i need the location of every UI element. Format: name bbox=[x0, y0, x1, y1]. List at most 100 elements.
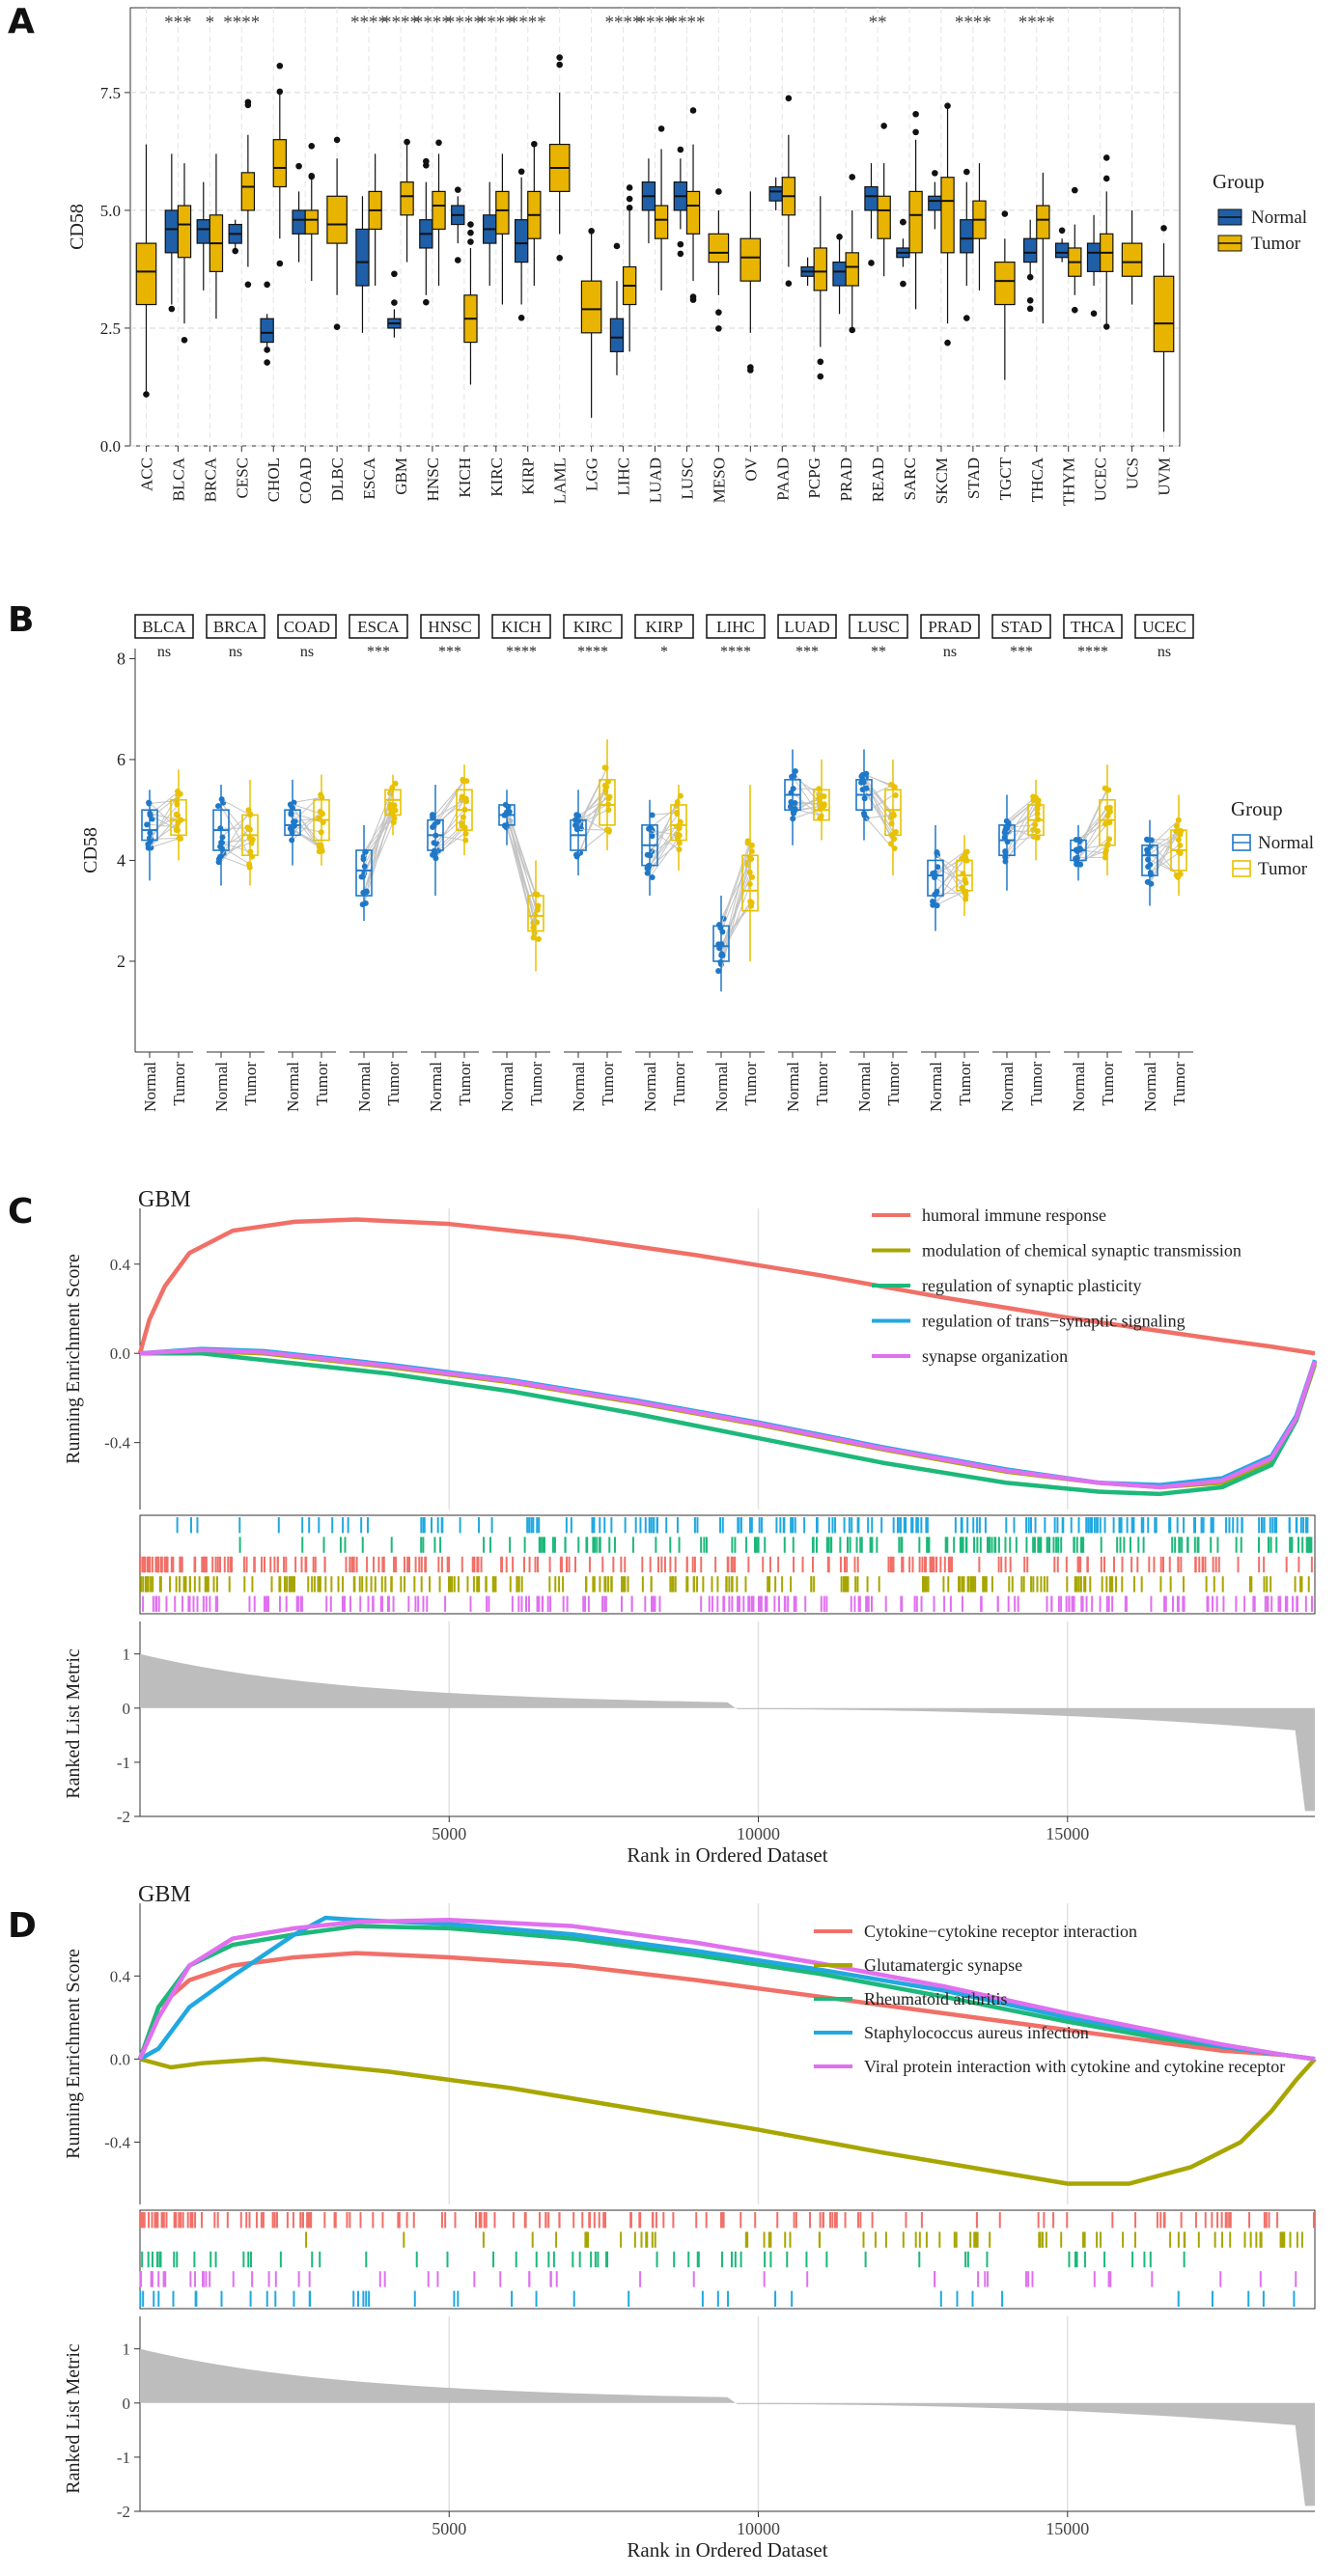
outlier-point bbox=[308, 174, 315, 180]
x-tick-label: Normal bbox=[570, 1062, 588, 1112]
x-tick-label: Normal bbox=[212, 1062, 231, 1112]
significance-label: **** bbox=[955, 13, 991, 33]
tumor-point bbox=[460, 815, 466, 820]
panel-label-b: B bbox=[8, 600, 34, 640]
outlier-point bbox=[817, 358, 823, 365]
box-tumor bbox=[1154, 276, 1173, 351]
legend-label: Glutamatergic synapse bbox=[864, 1955, 1022, 1975]
pair-line bbox=[364, 784, 393, 903]
x-tick-label: KIRP bbox=[519, 457, 538, 495]
x-tick-label: Normal bbox=[427, 1062, 445, 1112]
normal-point bbox=[646, 826, 652, 832]
box-tumor bbox=[1122, 243, 1141, 276]
legend-label: Rheumatoid arthritis bbox=[864, 1989, 1007, 2008]
pair-line bbox=[150, 838, 179, 839]
normal-point bbox=[715, 968, 721, 974]
x-tick-label: Tumor bbox=[241, 1062, 260, 1106]
facet-label: UCEC bbox=[1142, 618, 1186, 636]
outlier-point bbox=[518, 168, 525, 175]
legend-title: Group bbox=[1231, 797, 1283, 820]
outlier-point bbox=[690, 107, 697, 114]
legend-label: Normal bbox=[1251, 208, 1307, 228]
significance-label: *** bbox=[1010, 644, 1033, 660]
y-tick-label: 0.4 bbox=[110, 1967, 131, 1985]
normal-point bbox=[793, 768, 798, 774]
outlier-point bbox=[404, 139, 410, 146]
x-tick-label: Tumor bbox=[1027, 1062, 1046, 1106]
normal-point bbox=[430, 812, 435, 817]
x-tick-label: Tumor bbox=[527, 1062, 545, 1106]
box-tumor bbox=[178, 206, 190, 258]
x-tick-label: TGCT bbox=[996, 457, 1015, 500]
facet-label: KIRC bbox=[573, 618, 613, 636]
box-normal bbox=[356, 229, 369, 286]
box-tumor bbox=[401, 182, 413, 215]
facet-label: LUAD bbox=[784, 618, 829, 636]
x-tick-label: MESO bbox=[710, 457, 728, 503]
normal-point bbox=[215, 803, 221, 809]
outlier-point bbox=[1103, 154, 1110, 161]
panel-label-c: C bbox=[8, 1192, 33, 1232]
significance-label: ** bbox=[869, 13, 887, 33]
tumor-point bbox=[318, 792, 323, 798]
significance-label: **** bbox=[506, 644, 537, 660]
outlier-point bbox=[277, 63, 284, 69]
outlier-point bbox=[391, 299, 398, 306]
outlier-point bbox=[1091, 311, 1098, 318]
outlier-point bbox=[944, 102, 951, 109]
x-tick-label: THCA bbox=[1028, 457, 1046, 502]
significance-label: **** bbox=[668, 13, 705, 33]
pair-line bbox=[293, 829, 321, 845]
box-normal bbox=[610, 319, 623, 351]
facet-label: ESCA bbox=[357, 618, 400, 636]
significance-label: *** bbox=[795, 644, 819, 660]
x-tick-label: THYM bbox=[1060, 457, 1078, 506]
outlier-point bbox=[1103, 176, 1110, 182]
y-tick-label: 2 bbox=[117, 952, 126, 971]
y-axis-title: CD58 bbox=[67, 204, 88, 250]
es-line bbox=[140, 1350, 1315, 1487]
x-tick-label: Tumor bbox=[456, 1062, 474, 1106]
box-normal bbox=[929, 196, 941, 210]
metric-area bbox=[140, 1654, 1315, 1812]
legend-label: Tumor bbox=[1251, 234, 1301, 254]
x-tick-label: STAD bbox=[964, 457, 983, 499]
outlier-point bbox=[1059, 228, 1066, 235]
significance-label: ns bbox=[157, 644, 171, 660]
x-tick-label: Normal bbox=[784, 1062, 802, 1112]
outlier-point bbox=[658, 125, 665, 132]
significance-label: **** bbox=[1018, 13, 1055, 33]
significance-label: ns bbox=[229, 644, 242, 660]
outlier-point bbox=[588, 228, 595, 235]
x-tick-label: 15000 bbox=[1046, 1824, 1089, 1843]
x-tick-label: 5000 bbox=[432, 1824, 466, 1843]
x-tick-label: Normal bbox=[1141, 1062, 1159, 1112]
chart-title: GBM bbox=[138, 1187, 191, 1212]
box-normal bbox=[197, 220, 209, 243]
x-tick-label: UCEC bbox=[1092, 457, 1110, 501]
x-tick-label: Tumor bbox=[1170, 1062, 1188, 1106]
box-tumor bbox=[327, 196, 347, 243]
outlier-point bbox=[334, 323, 341, 330]
facet-label: PRAD bbox=[928, 618, 971, 636]
tumor-point bbox=[460, 778, 466, 784]
legend-label: Normal bbox=[1258, 833, 1314, 853]
legend-label: Staphylococcus aureus infection bbox=[864, 2023, 1089, 2042]
outlier-point bbox=[391, 270, 398, 277]
es-line bbox=[140, 1953, 1315, 2060]
x-tick-label: SKCM bbox=[933, 457, 951, 504]
outlier-point bbox=[264, 346, 270, 353]
y-tick-label: 6 bbox=[117, 750, 126, 769]
outlier-point bbox=[817, 374, 823, 380]
outlier-point bbox=[678, 241, 684, 248]
x-tick-label: 5000 bbox=[432, 2519, 466, 2538]
outlier-point bbox=[932, 170, 938, 177]
x-tick-label: KIRC bbox=[488, 457, 506, 497]
legend-label: synapse organization bbox=[922, 1346, 1068, 1366]
x-tick-label: ESCA bbox=[360, 457, 378, 499]
outlier-point bbox=[678, 251, 684, 258]
significance-label: **** bbox=[720, 644, 751, 660]
metric-tick-label: 0 bbox=[123, 2395, 131, 2413]
